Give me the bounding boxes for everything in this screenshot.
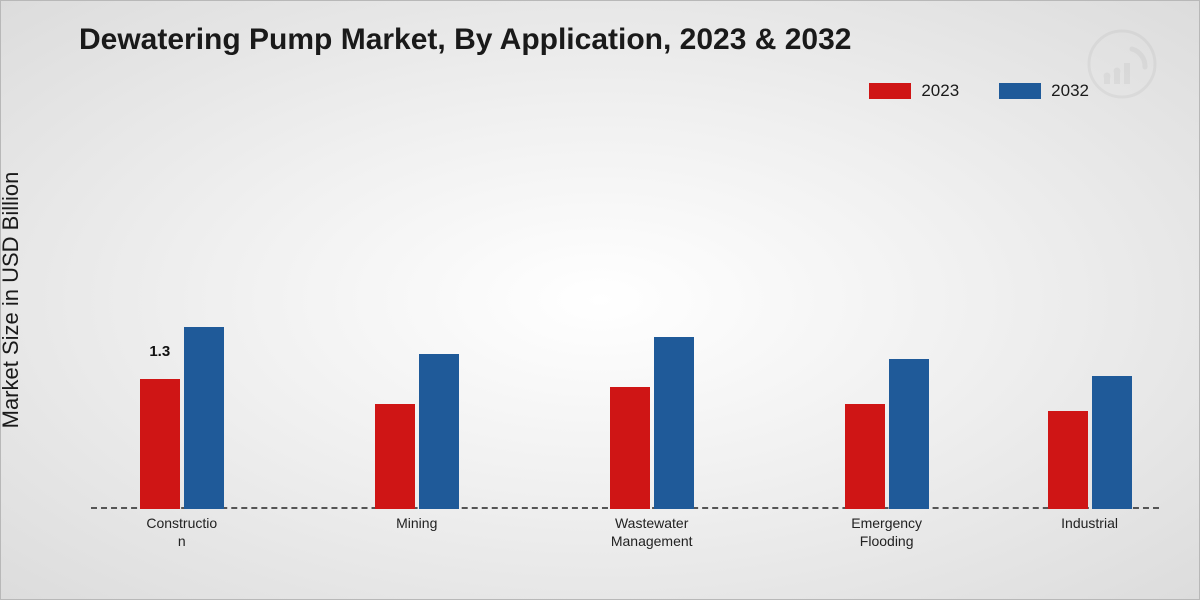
x-tick-label: Industrial	[1035, 515, 1145, 533]
bar-2032	[184, 327, 224, 509]
chart-title: Dewatering Pump Market, By Application, …	[79, 23, 851, 57]
plot-area: 1.3	[91, 161, 1159, 509]
bar-2023	[1048, 411, 1088, 509]
bar-2023	[610, 387, 650, 509]
y-axis-label: Market Size in USD Billion	[0, 172, 24, 429]
bar-2032	[419, 354, 459, 509]
bar-group	[1048, 376, 1132, 509]
bar-2023	[845, 404, 885, 509]
bar-2032	[1092, 376, 1132, 509]
legend-swatch-2032	[999, 83, 1041, 99]
x-axis-labels: Construction Mining WastewaterManagement Em…	[91, 509, 1159, 549]
x-tick-label: WastewaterManagement	[597, 515, 707, 550]
x-tick-label: Construction	[127, 515, 237, 550]
bar-2023	[140, 379, 180, 509]
bar-2032	[889, 359, 929, 509]
legend: 2023 2032	[869, 81, 1089, 101]
watermark-logo	[1087, 29, 1157, 99]
legend-item-2023: 2023	[869, 81, 959, 101]
value-label: 1.3	[149, 343, 170, 360]
x-tick-label: Mining	[362, 515, 472, 533]
x-tick-label: EmergencyFlooding	[832, 515, 942, 550]
bar-group	[610, 337, 694, 509]
legend-label-2032: 2032	[1051, 81, 1089, 101]
bar-2023	[375, 404, 415, 509]
bar-2032	[654, 337, 694, 509]
bar-group	[845, 359, 929, 509]
legend-swatch-2023	[869, 83, 911, 99]
legend-label-2023: 2023	[921, 81, 959, 101]
bar-group	[375, 354, 459, 509]
legend-item-2032: 2032	[999, 81, 1089, 101]
